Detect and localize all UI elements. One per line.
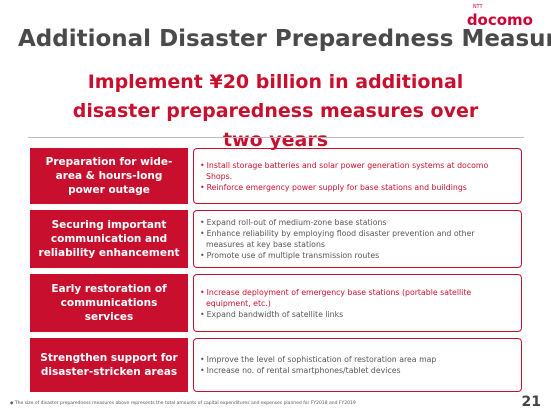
- bullet-item: Promote use of multiple transmission rou…: [200, 250, 515, 261]
- row-items: Improve the level of sophistication of r…: [193, 338, 522, 392]
- row-heading: Strengthen support for disaster-stricken…: [30, 338, 188, 392]
- footnote: The size of disaster preparedness measur…: [10, 401, 356, 406]
- page-number: 21: [521, 394, 541, 410]
- title: Additional Disaster Preparedness Measure…: [18, 26, 551, 52]
- divider: [28, 137, 524, 138]
- logo-main: docomo: [466, 11, 533, 29]
- bullet-item: Expand bandwidth of satellite links: [200, 309, 515, 320]
- subtitle: Implement ¥20 billion in additional disa…: [72, 71, 479, 151]
- row-heading: Securing important communication and rel…: [30, 210, 188, 268]
- row-items: Expand roll-out of medium-zone base stat…: [193, 210, 522, 268]
- logo-small: NTT: [472, 4, 483, 10]
- row-items: Increase deployment of emergency base st…: [193, 274, 522, 332]
- row: Strengthen support for disaster-stricken…: [30, 338, 522, 392]
- bullet-item: Improve the level of sophistication of r…: [200, 354, 515, 365]
- bullet-item: Install storage batteries and solar powe…: [200, 160, 515, 182]
- bullet-item: Reinforce emergency power supply for bas…: [200, 182, 515, 193]
- row: Early restoration of communications serv…: [30, 274, 522, 332]
- logo: NTT docomo: [467, 4, 533, 29]
- bullet-item: Enhance reliability by employing flood d…: [200, 228, 515, 250]
- row-heading: Preparation for wide-area & hours-long p…: [30, 148, 188, 204]
- row-heading: Early restoration of communications serv…: [30, 274, 188, 332]
- bullet-item: Increase no. of rental smartphones/table…: [200, 365, 515, 376]
- row: Securing important communication and rel…: [30, 210, 522, 268]
- row-items: Install storage batteries and solar powe…: [193, 148, 522, 204]
- bullet-item: Increase deployment of emergency base st…: [200, 287, 515, 309]
- bullet-item: Expand roll-out of medium-zone base stat…: [200, 217, 515, 228]
- row: Preparation for wide-area & hours-long p…: [30, 148, 522, 204]
